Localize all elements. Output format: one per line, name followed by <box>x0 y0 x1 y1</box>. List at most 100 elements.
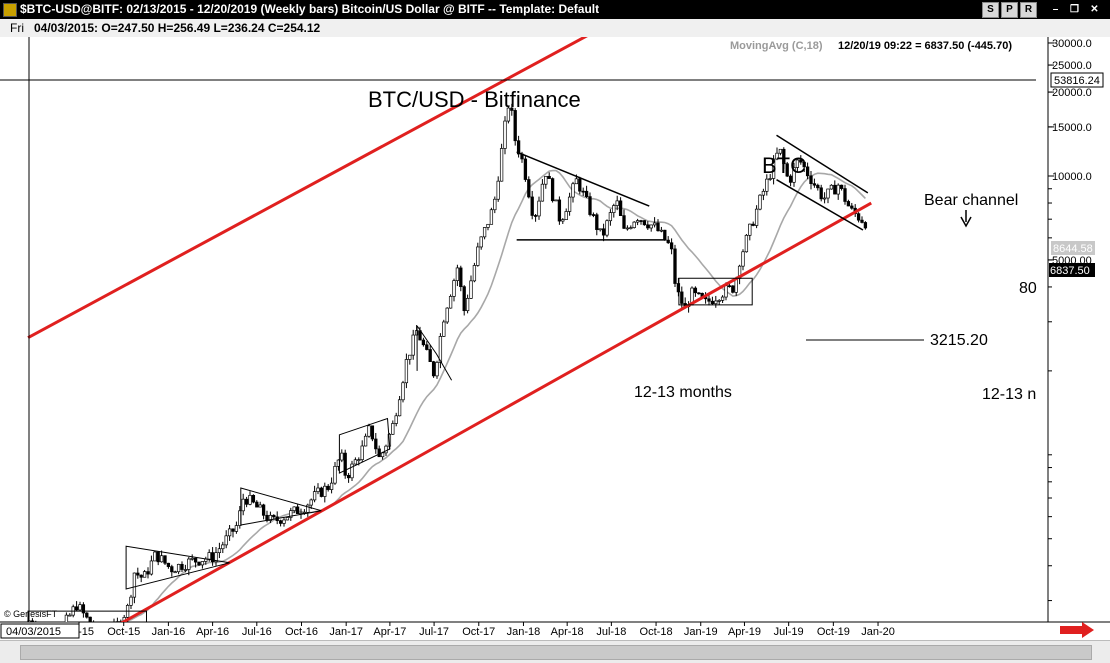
candle-up <box>625 227 630 230</box>
candle-down <box>295 506 300 515</box>
candle-down <box>782 148 786 165</box>
time-tick-label: Jan-17 <box>329 626 363 638</box>
price-axis: 5000.0010000.015000.020000.025000.030000… <box>1048 38 1092 602</box>
candle-up <box>173 571 177 574</box>
time-tick-label: Jul-19 <box>774 626 804 638</box>
candle-down <box>136 572 140 576</box>
candle-up <box>227 528 232 537</box>
candle-down <box>180 563 184 570</box>
candle-up <box>496 180 500 200</box>
price-chart[interactable]: 5000.0010000.015000.020000.025000.030000… <box>0 37 1110 640</box>
plot-area[interactable] <box>0 37 1048 622</box>
candle-down <box>856 213 861 221</box>
candle-up <box>472 265 477 282</box>
p-button[interactable]: P <box>1001 2 1018 18</box>
candle-up <box>598 228 602 231</box>
candle-down <box>727 285 732 288</box>
candle-up <box>476 246 480 266</box>
time-tick-label: Apr-16 <box>196 626 229 638</box>
candle-down <box>588 196 592 215</box>
time-tick-label: Jul-17 <box>419 626 449 638</box>
candle-down <box>370 425 375 440</box>
candle-up <box>489 209 494 225</box>
triangle-2015-outline <box>125 545 230 590</box>
candle-up <box>612 205 616 213</box>
restore-icon[interactable]: ❐ <box>1066 2 1083 18</box>
candle-down <box>30 620 35 622</box>
candle-down <box>462 286 466 312</box>
candle-up <box>142 571 147 578</box>
candle-up <box>649 224 653 229</box>
last-price-flag-text: 6837.50 <box>1050 265 1090 277</box>
candle-down <box>547 175 551 179</box>
candle-up <box>190 557 194 560</box>
candle-down <box>799 159 803 163</box>
candle-down <box>319 487 324 497</box>
months-label-1: 12-13 months <box>634 384 732 401</box>
scrollbar-thumb[interactable] <box>20 645 1092 660</box>
candle-up <box>353 459 358 465</box>
moving-average-layer <box>115 169 866 622</box>
candle-up <box>574 178 579 185</box>
cursor-date-box <box>0 623 80 639</box>
time-tick-label: Apr-17 <box>373 626 406 638</box>
candle-up <box>323 485 327 497</box>
candle-up <box>544 175 548 185</box>
candle-up <box>554 199 558 202</box>
r-button[interactable]: R <box>1020 2 1037 18</box>
candle-up <box>635 220 640 223</box>
candle-down <box>819 187 823 200</box>
time-tick-label: Oct-19 <box>817 626 850 638</box>
minimize-icon[interactable]: – <box>1047 2 1064 18</box>
candle-down <box>530 196 534 216</box>
candle-down <box>210 552 215 563</box>
resistance-2018-line <box>516 151 650 207</box>
candle-up <box>659 229 664 232</box>
candle-down <box>639 220 643 222</box>
time-tick-label: Jan-19 <box>684 626 718 638</box>
candle-up <box>241 498 245 512</box>
candle-up <box>435 362 439 377</box>
horizontal-scrollbar[interactable] <box>0 640 1110 663</box>
candle-up <box>836 184 840 195</box>
candle-down <box>197 561 201 566</box>
flag-2017-outline <box>416 325 453 381</box>
candle-down <box>343 452 347 476</box>
candle-up <box>115 621 120 622</box>
candle-up <box>258 504 262 508</box>
cursor-price-flag-text: 53816.24 <box>1054 75 1100 87</box>
cursor-date-text: 04/03/2015 <box>6 626 61 638</box>
candle-up <box>499 148 504 182</box>
candle-up <box>448 296 453 309</box>
candle-down <box>431 361 436 377</box>
candle-up <box>778 148 783 154</box>
candle-up <box>829 184 834 190</box>
candle-down <box>550 178 555 202</box>
candle-down <box>846 201 851 207</box>
candle-up <box>608 212 613 222</box>
candle-up <box>159 555 164 563</box>
scroll-right-arrow-icon[interactable] <box>1060 622 1094 638</box>
candle-up <box>414 330 419 336</box>
candle-up <box>826 188 830 199</box>
candle-up <box>720 296 725 301</box>
candle-down <box>673 248 677 284</box>
trendlines-layer <box>27 37 872 622</box>
candle-up <box>486 223 490 228</box>
close-icon[interactable]: ✕ <box>1086 2 1103 18</box>
s-button[interactable]: S <box>982 2 999 18</box>
lower-channel-line <box>120 201 872 622</box>
bear-channel-label: Bear channel <box>924 192 1018 209</box>
candle-up <box>629 227 633 229</box>
candle-up <box>224 535 228 546</box>
candle-down <box>710 300 715 305</box>
candle-up <box>360 445 364 460</box>
candle-up <box>200 561 205 566</box>
window-title: $BTC-USD@BITF: 02/13/2015 - 12/20/2019 (… <box>20 2 600 16</box>
ohlc-info-bar: Fri 04/03/2015: O=247.50 H=256.49 L=236.… <box>0 19 1110 37</box>
candle-down <box>255 501 259 508</box>
candle-up <box>176 563 181 573</box>
candle-down <box>346 474 351 479</box>
candle-down <box>527 179 531 198</box>
candle-up <box>445 307 449 323</box>
